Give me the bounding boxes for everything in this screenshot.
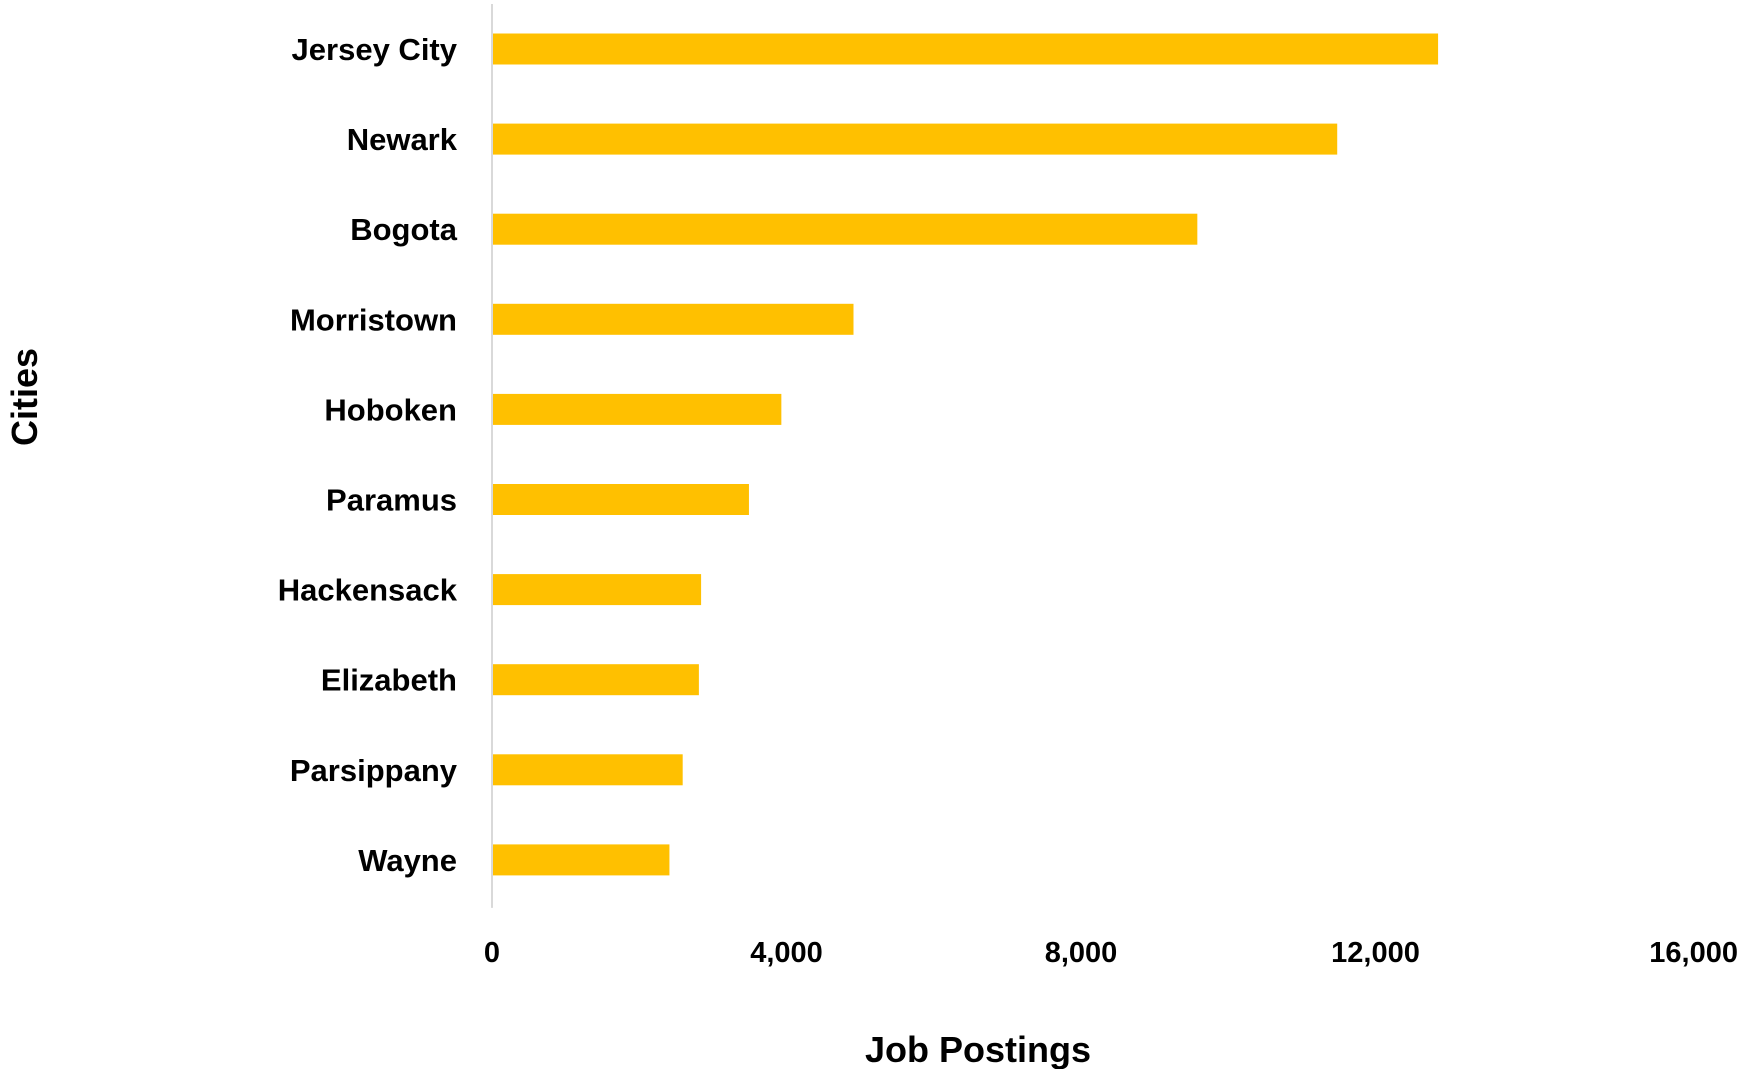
x-tick-label: 0 (484, 937, 500, 969)
x-tick-label: 12,000 (1331, 937, 1420, 969)
x-axis-title: Job Postings (865, 1029, 1091, 1069)
category-label: Hoboken (324, 392, 457, 427)
bar-paramus (492, 484, 749, 515)
category-label: Parsippany (290, 753, 458, 788)
x-tick-label: 4,000 (750, 937, 823, 969)
category-label: Newark (347, 122, 458, 157)
category-label: Hackensack (278, 573, 458, 608)
bar-elizabeth (492, 664, 699, 696)
bar-hoboken (492, 393, 782, 425)
category-label: Bogota (350, 212, 458, 247)
x-tick-label: 8,000 (1045, 937, 1118, 969)
bar-hackensack (492, 574, 702, 606)
bar-morristown (492, 303, 854, 335)
bar-wayne (492, 844, 670, 876)
y-axis-title: Cities (4, 348, 45, 446)
bar-newark (492, 123, 1338, 155)
x-tick-labels: 0 4,000 8,000 12,000 16,000 (484, 937, 1738, 969)
category-label: Elizabeth (321, 663, 457, 698)
bars-group (492, 33, 1439, 876)
bar-jersey-city (492, 33, 1439, 65)
x-tick-label: 16,000 (1649, 937, 1738, 969)
category-label: Morristown (290, 302, 457, 337)
bar-parsippany (492, 754, 683, 786)
bar-bogota (492, 213, 1198, 245)
category-label: Wayne (358, 843, 457, 878)
category-labels: Jersey City Newark Bogota Morristown Hoboken… (278, 32, 458, 878)
category-label: Jersey City (292, 32, 458, 67)
category-label: Paramus (326, 483, 457, 518)
